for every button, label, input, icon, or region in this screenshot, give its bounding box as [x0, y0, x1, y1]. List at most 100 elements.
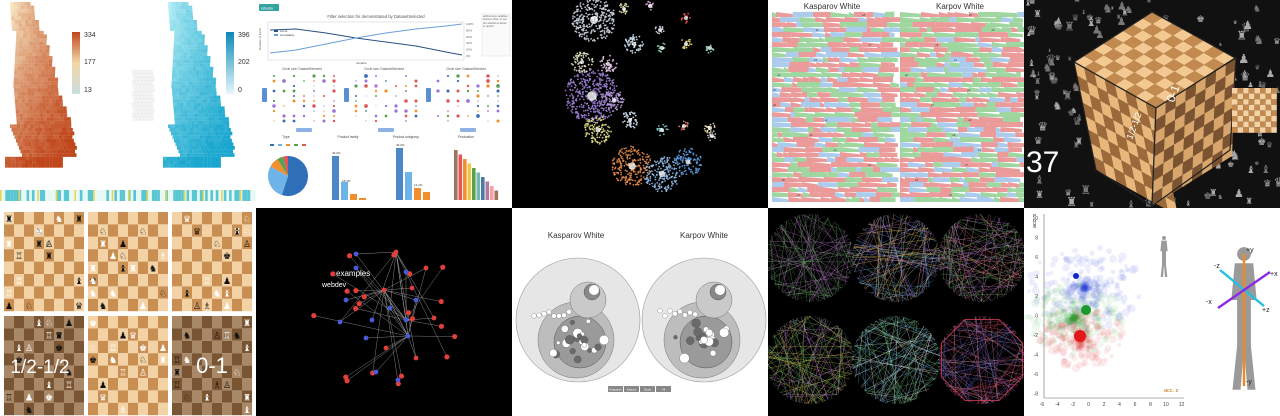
- cluster-dot: [667, 163, 670, 166]
- heatmap-cell: [196, 70, 200, 75]
- time-strip-right[interactable]: [128, 190, 256, 201]
- bg-piece: ♛: [1064, 188, 1072, 198]
- cube-right-square: [1202, 156, 1213, 175]
- cluster-dot: [603, 18, 606, 21]
- heatmap-cell: [214, 164, 218, 168]
- heatmap-cell: [22, 138, 27, 143]
- timeline-ribbon: [959, 177, 965, 182]
- timeline-ribbon: [1015, 187, 1024, 192]
- cluster-svg[interactable]: [512, 0, 768, 208]
- board-square: [98, 316, 108, 329]
- chess-piece: ♞: [89, 276, 97, 286]
- strip-marker: [93, 190, 95, 201]
- board-square: [138, 249, 148, 262]
- board-square: [242, 249, 252, 262]
- cube-faces[interactable]: [1072, 11, 1238, 208]
- cluster-dot: [656, 128, 659, 130]
- cube-top-square: [1194, 64, 1215, 77]
- heatmap-cell: [163, 160, 167, 165]
- timeline-ribbon: [879, 147, 896, 152]
- timeline-ribbon: [813, 162, 831, 167]
- timeline-ribbon: [823, 177, 846, 182]
- timeline-ribbon: [1007, 142, 1024, 147]
- move-label: e4: [978, 148, 981, 152]
- heatmap-cell: [187, 106, 191, 111]
- cluster-dot: [626, 179, 629, 182]
- cluster-dot: [569, 88, 572, 91]
- timeline-ribbon: [889, 62, 895, 67]
- cube-left-square: [1141, 171, 1155, 191]
- strip-segment: [122, 190, 126, 201]
- heatmap-cell: [43, 113, 47, 118]
- board-square: [54, 378, 64, 391]
- cluster-center: [622, 7, 626, 11]
- timeline-ribbon: [944, 52, 952, 57]
- timeline-ribbon: [1007, 187, 1016, 192]
- cluster-dot: [587, 1, 589, 3]
- cluster-dot: [674, 176, 677, 179]
- cluster-dot: [598, 83, 601, 85]
- board-square: [172, 274, 182, 287]
- timeline-ribbon: [772, 117, 788, 122]
- time-strip-left[interactable]: [0, 190, 128, 201]
- heatmap-cell: [14, 12, 18, 17]
- timeline-ribbon: [784, 77, 794, 82]
- timeline-ribbon: [951, 97, 960, 102]
- move-label: e1: [816, 28, 819, 32]
- heatmap-cell: [67, 124, 72, 129]
- board-grid[interactable]: ♖♜♞♚♞♟♙♜♜♘♖♜♝♛♜♖♘♚♜♟♛♜♘♞♗♜♝♘♞♘♟♞♘♞♟♞♞♛♝♟…: [4, 212, 252, 416]
- timeline-ribbon: [973, 57, 981, 62]
- cluster-dot: [575, 55, 577, 57]
- timeline-ribbon: [1016, 157, 1024, 162]
- mini-square: [1265, 104, 1272, 111]
- cluster-dot: [600, 30, 603, 33]
- cluster-dot: [571, 108, 574, 111]
- timeline-ribbon: [937, 122, 957, 127]
- cube-right-square: [1205, 82, 1216, 102]
- mini-board[interactable]: [1232, 88, 1277, 133]
- timeline-ribbon: [831, 47, 850, 52]
- strip-segment: [85, 190, 88, 201]
- cluster-dot: [695, 154, 698, 157]
- cluster-dot: [700, 164, 703, 167]
- timeline-ribbon: [935, 156, 956, 162]
- timeline-ribbon: [853, 11, 864, 17]
- cluster-dot: [582, 93, 584, 96]
- heatmap-cell: [67, 117, 71, 121]
- cluster-dot: [579, 24, 582, 27]
- cube-svg[interactable]: ♝♜♟♞♜♟♟♝♜♝♝♜♚♟♝♟♝♛♟♝♜♛♛♚♟♜♝♝♛♚♚♚♚♞♟♟♜♚♛♜…: [1024, 0, 1280, 208]
- timeline-ribbon: [839, 62, 850, 67]
- timeline-ribbon: [1005, 41, 1024, 47]
- cluster-dot: [634, 179, 637, 182]
- heatmap-cell: [54, 120, 58, 125]
- timeline-ribbon: [1000, 82, 1008, 87]
- cluster-dot: [656, 170, 659, 173]
- heatmap-cell: [37, 81, 41, 85]
- mini-square: [1248, 121, 1255, 128]
- cluster-dot: [637, 49, 640, 52]
- heatmap-cell: [209, 81, 213, 85]
- board-square: [44, 378, 54, 391]
- cluster-dot: [635, 38, 638, 41]
- cluster-dot: [659, 134, 661, 137]
- timeline-ribbon: [816, 62, 823, 67]
- timeline-ribbon: [790, 71, 804, 77]
- logo-badge[interactable]: [259, 4, 279, 11]
- cluster-dot: [611, 104, 613, 107]
- timeline-ribbon: [974, 126, 984, 132]
- heatmap-cell: [14, 74, 18, 78]
- timeline-ribbon: [912, 152, 921, 157]
- board-square: [74, 274, 84, 287]
- strip-segment: [135, 190, 139, 201]
- heatmap-cell: [25, 27, 30, 31]
- cluster-center: [708, 126, 712, 130]
- cluster-dot: [593, 9, 596, 12]
- timeline-ribbon: [858, 17, 867, 22]
- cluster-dot: [602, 109, 605, 112]
- cluster-dot: [591, 13, 594, 16]
- timeline-ribbon: [958, 132, 981, 137]
- timeline-ribbon: [838, 67, 844, 72]
- heatmap-cell: [176, 95, 180, 100]
